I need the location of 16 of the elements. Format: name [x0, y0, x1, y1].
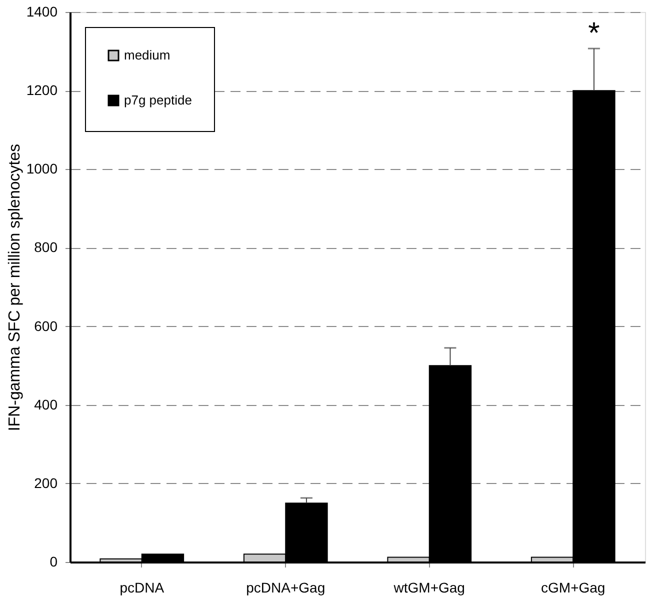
- legend-label: p7g peptide: [124, 92, 192, 108]
- y-tick-label: 800: [34, 239, 58, 256]
- x-tick-label: pcDNA+Gag: [246, 580, 326, 596]
- y-tick-label: 1000: [26, 160, 58, 177]
- x-tick-label: cGM+Gag: [541, 580, 606, 596]
- x-tick-label: pcDNA: [120, 580, 165, 596]
- y-tick-label: 1200: [26, 82, 58, 98]
- x-tick-label: wtGM+Gag: [392, 580, 465, 596]
- y-tick-label: 200: [34, 474, 58, 491]
- y-tick-label: 1400: [26, 4, 58, 20]
- y-tick-label: 400: [34, 396, 58, 412]
- y-tick-label: 0: [50, 554, 58, 570]
- y-axis-title: IFN-gamma SFC per million splenocytes: [6, 144, 24, 432]
- annotation: *: [588, 17, 600, 50]
- y-tick-label: 600: [34, 318, 58, 334]
- legend-label: medium: [124, 48, 170, 62]
